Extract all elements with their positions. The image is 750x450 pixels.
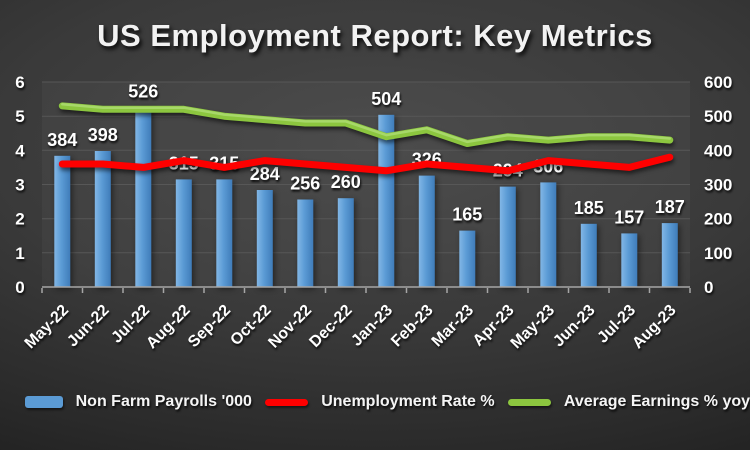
x-axis-label: Jun-23 bbox=[550, 302, 599, 351]
right-axis-tick: 100 bbox=[704, 244, 732, 263]
x-axis-label: Jun-22 bbox=[64, 302, 113, 351]
bar-Dec-22 bbox=[337, 198, 354, 287]
x-axis-label: Nov-22 bbox=[265, 302, 315, 352]
bar-Apr-23 bbox=[499, 186, 516, 287]
unemployment-legend-label: Unemployment Rate % bbox=[321, 393, 495, 410]
bar-Sep-22 bbox=[216, 179, 233, 287]
bar-Oct-22 bbox=[256, 190, 273, 287]
payrolls-legend-label: Non Farm Payrolls '000 bbox=[75, 393, 252, 410]
bar-Jul-22 bbox=[135, 107, 152, 287]
bar-value-label: 260 bbox=[331, 172, 361, 192]
x-axis-label: Aug-23 bbox=[629, 302, 679, 352]
left-axis-tick: 0 bbox=[15, 278, 24, 297]
bar-Nov-22 bbox=[297, 199, 314, 287]
x-axis-label: May-23 bbox=[508, 302, 558, 352]
bar-Jan-23 bbox=[378, 114, 395, 287]
right-axis-tick: 200 bbox=[704, 210, 732, 229]
left-axis-labels: 0 1 2 3 4 5 6 bbox=[15, 73, 25, 297]
right-axis-labels: 0 100 200 300 400 500 600 bbox=[704, 73, 732, 297]
bar-value-label: 187 bbox=[655, 197, 685, 217]
x-axis-label: Dec-22 bbox=[306, 302, 355, 351]
bar-Mar-23 bbox=[459, 230, 476, 287]
x-axis-label: Feb-23 bbox=[388, 302, 437, 351]
bar-value-label: 384 bbox=[47, 130, 77, 150]
bar-Feb-23 bbox=[418, 175, 435, 287]
bar-value-label: 284 bbox=[250, 164, 280, 184]
x-axis-label: Jan-23 bbox=[348, 302, 396, 350]
bar-value-label: 504 bbox=[371, 89, 401, 109]
non-farm-payrolls-000-bars bbox=[54, 107, 678, 287]
left-axis-tick: 2 bbox=[15, 210, 24, 229]
x-axis-label: May-22 bbox=[22, 302, 72, 352]
left-axis-tick: 6 bbox=[15, 73, 24, 92]
bar-value-label: 398 bbox=[88, 125, 118, 145]
earnings-legend-swatch bbox=[507, 398, 551, 406]
unemployment-legend-swatch bbox=[264, 398, 309, 406]
left-axis-tick: 3 bbox=[15, 176, 24, 195]
x-axis-label: Mar-23 bbox=[429, 302, 478, 351]
bar-Jun-22 bbox=[94, 151, 111, 287]
bar-value-label: 157 bbox=[614, 207, 644, 227]
bar-Jul-23 bbox=[621, 233, 638, 287]
average-earnings-yoy-line bbox=[58, 102, 674, 147]
right-axis-tick: 600 bbox=[704, 73, 732, 92]
chart-title: US Employment Report: Key Metrics bbox=[97, 18, 653, 53]
right-axis-tick: 300 bbox=[704, 176, 732, 195]
legend: Non Farm Payrolls '000 Unemployment Rate… bbox=[0, 393, 750, 411]
right-axis-tick: 400 bbox=[704, 141, 732, 160]
bar-May-23 bbox=[540, 182, 557, 287]
right-axis-tick: 500 bbox=[704, 107, 732, 126]
payrolls-legend-swatch bbox=[25, 396, 63, 408]
x-axis-labels: May-22Jun-22Jul-22Aug-22Sep-22Oct-22Nov-… bbox=[22, 302, 680, 352]
x-axis-label: Sep-22 bbox=[185, 302, 234, 351]
bar-value-label: 185 bbox=[574, 198, 604, 218]
bar-Jun-23 bbox=[580, 223, 597, 287]
bar-May-22 bbox=[54, 155, 71, 287]
left-axis-tick: 5 bbox=[15, 107, 24, 126]
bar-value-label: 256 bbox=[290, 174, 320, 194]
left-axis-tick: 1 bbox=[15, 244, 24, 263]
x-axis-label: Aug-22 bbox=[143, 302, 193, 352]
right-axis-tick: 0 bbox=[704, 278, 713, 297]
left-axis-tick: 4 bbox=[15, 141, 25, 160]
bar-Aug-23 bbox=[661, 223, 678, 287]
bar-value-label: 165 bbox=[452, 205, 482, 225]
unemployment-rate-line bbox=[58, 153, 674, 175]
x-axis-ticks bbox=[41, 288, 691, 293]
bar-value-label: 526 bbox=[128, 81, 158, 101]
earnings-legend-label: Average Earnings % yoy bbox=[563, 393, 750, 410]
bar-Aug-22 bbox=[175, 179, 192, 287]
